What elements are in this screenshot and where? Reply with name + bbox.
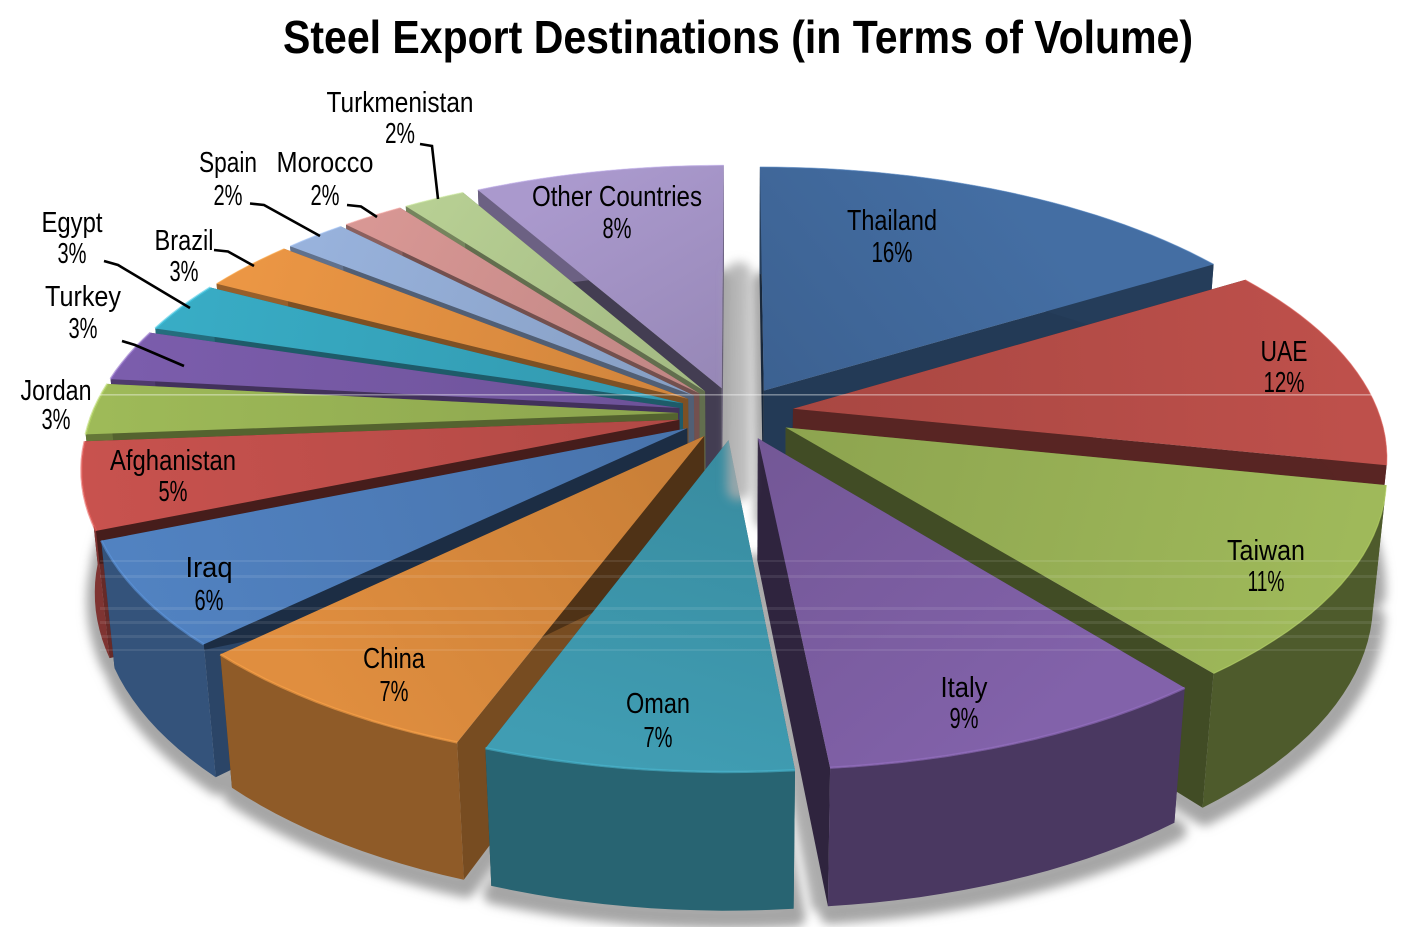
svg-text:China: China: [363, 643, 426, 675]
svg-text:Turkmenistan: Turkmenistan: [327, 87, 474, 119]
svg-text:11%: 11%: [1248, 566, 1285, 598]
svg-text:Brazil: Brazil: [155, 225, 214, 257]
svg-text:3%: 3%: [69, 313, 98, 345]
svg-text:3%: 3%: [42, 404, 71, 436]
svg-text:UAE: UAE: [1261, 336, 1308, 368]
svg-text:8%: 8%: [603, 213, 632, 245]
svg-text:3%: 3%: [170, 256, 199, 288]
svg-text:3%: 3%: [58, 238, 87, 270]
svg-text:Morocco: Morocco: [277, 147, 374, 179]
svg-text:Jordan: Jordan: [21, 375, 92, 407]
svg-text:Steel Export Destinations (in: Steel Export Destinations (in Terms of V…: [283, 11, 1193, 63]
svg-text:9%: 9%: [950, 703, 979, 735]
svg-text:Other Countries: Other Countries: [532, 181, 702, 213]
svg-text:2%: 2%: [214, 180, 243, 212]
svg-text:12%: 12%: [1264, 367, 1305, 399]
svg-text:7%: 7%: [380, 676, 409, 708]
svg-text:6%: 6%: [195, 585, 224, 617]
svg-text:7%: 7%: [644, 722, 673, 754]
svg-text:2%: 2%: [385, 118, 415, 150]
svg-text:Taiwan: Taiwan: [1227, 535, 1305, 567]
svg-text:Oman: Oman: [626, 688, 690, 720]
svg-text:Afghanistan: Afghanistan: [110, 445, 236, 477]
svg-text:16%: 16%: [872, 237, 913, 269]
svg-text:5%: 5%: [159, 476, 188, 508]
svg-text:2%: 2%: [311, 180, 340, 212]
svg-text:Turkey: Turkey: [45, 281, 121, 313]
svg-text:Spain: Spain: [199, 147, 257, 179]
svg-text:Egypt: Egypt: [42, 207, 103, 239]
svg-text:Iraq: Iraq: [186, 552, 233, 584]
svg-text:Thailand: Thailand: [847, 205, 937, 237]
svg-text:Italy: Italy: [941, 672, 988, 704]
